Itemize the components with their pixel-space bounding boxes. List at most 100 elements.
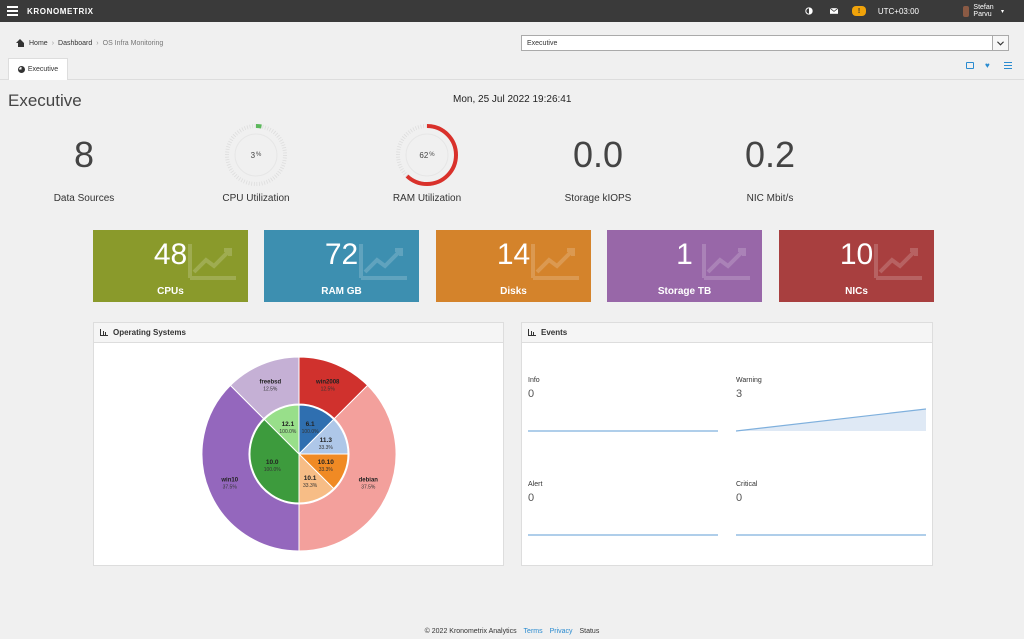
bar-chart-icon: [100, 329, 108, 336]
tile-cpus[interactable]: 48 CPUs: [93, 230, 248, 302]
inner-slice-label: 10.10: [318, 459, 335, 466]
tile-storage[interactable]: 1 Storage TB: [607, 230, 762, 302]
event-sparkline: [736, 408, 926, 432]
event-name: Info: [528, 377, 540, 384]
terms-link[interactable]: Terms: [523, 628, 543, 635]
tab-toolbar: ♥: [966, 61, 1012, 70]
trend-chart-icon: [874, 244, 922, 280]
kpi-label: NIC Mbit/s: [746, 193, 794, 204]
os-pie-chart[interactable]: win200812.5%debian37.5%win1037.5%freebsd…: [94, 343, 505, 565]
gauge-value: 62: [419, 150, 429, 160]
tile-value: 1: [676, 238, 693, 271]
inner-slice-label: 11.3: [320, 437, 333, 444]
home-icon[interactable]: [16, 39, 25, 47]
kpi-data-sources: 8 Data Sources: [19, 120, 149, 204]
dashboard-select[interactable]: Executive: [521, 35, 1009, 51]
breadcrumb-separator: ›: [96, 39, 99, 47]
outer-slice-label: win2008: [315, 380, 340, 386]
privacy-link[interactable]: Privacy: [549, 628, 573, 635]
outer-slice[interactable]: [298, 384, 397, 552]
timezone-label[interactable]: UTC+03:00: [877, 6, 919, 16]
menu-icon[interactable]: [7, 6, 18, 16]
event-sparkline: [528, 534, 718, 536]
tab-label: Executive: [27, 66, 59, 73]
trend-chart-icon: [702, 244, 750, 280]
event-alert[interactable]: Alert 0: [528, 481, 718, 541]
page-title: Executive: [8, 91, 82, 110]
warning-badge[interactable]: !: [852, 0, 866, 22]
mail-icon[interactable]: [830, 0, 838, 22]
top-navbar: KRONOMETRIX ! UTC+03:00 Stefan Parvu ▾: [0, 0, 1024, 22]
panel-title: Operating Systems: [113, 328, 186, 337]
user-menu[interactable]: Stefan Parvu ▾: [962, 0, 1004, 22]
inner-slice-label: 10.0: [266, 459, 279, 466]
status-link[interactable]: Status: [579, 628, 600, 635]
tile-value: 10: [839, 238, 874, 271]
breadcrumb: Home › Dashboard › OS Infra Monitoring: [16, 39, 163, 47]
trend-chart-icon: [359, 244, 407, 280]
pie-chart-icon: [17, 66, 25, 73]
event-value: 0: [528, 492, 535, 504]
tile-label: CPUs: [157, 286, 184, 297]
event-name: Alert: [528, 481, 543, 488]
brand-logo[interactable]: KRONOMETRIX: [27, 6, 94, 16]
copyright: © 2022 Kronometrix Analytics: [424, 628, 517, 635]
kpi-value: 0.0: [572, 134, 624, 175]
kpi-nic: 0.2 NIC Mbit/s: [705, 120, 835, 204]
event-sparkline: [528, 430, 718, 432]
panel-header: Operating Systems: [94, 323, 503, 343]
user-name: Stefan Parvu: [973, 4, 994, 18]
current-datetime: Mon, 25 Jul 2022 19:26:41: [453, 94, 572, 105]
inner-slice-percent: 100.0%: [264, 467, 282, 473]
footer: © 2022 Kronometrix Analytics Terms Priva…: [0, 628, 1024, 635]
gauge-value: 3: [250, 150, 256, 160]
outer-slice-percent: 12.5%: [263, 387, 278, 393]
kpi-label: RAM Utilization: [392, 193, 462, 204]
tile-value: 72: [324, 238, 359, 271]
breadcrumb-home[interactable]: Home: [29, 39, 48, 47]
tile-label: Disks: [500, 286, 527, 297]
outer-slice[interactable]: [201, 384, 300, 552]
inner-slice-percent: 33.3%: [303, 483, 318, 489]
tab-executive[interactable]: Executive: [8, 58, 68, 80]
bar-chart-icon: [528, 329, 536, 336]
chevron-down-icon[interactable]: [992, 36, 1008, 50]
heartbeat-icon[interactable]: ♥: [985, 61, 990, 70]
outer-slice-label: debian: [359, 478, 379, 484]
tile-ram[interactable]: 72 RAM GB: [264, 230, 419, 302]
inner-slice[interactable]: [249, 418, 300, 504]
kpi-storage: 0.0 Storage kIOPS: [533, 120, 663, 204]
breadcrumb-separator: ›: [51, 39, 55, 47]
breadcrumb-current: OS Infra Monitoring: [102, 39, 164, 47]
kpi-label: Storage kIOPS: [564, 193, 632, 204]
tile-label: Storage TB: [657, 286, 712, 297]
image-icon[interactable]: [966, 62, 974, 69]
trend-chart-icon: [531, 244, 579, 280]
event-name: Critical: [736, 481, 758, 488]
tile-nics[interactable]: 10 NICs: [779, 230, 934, 302]
kpi-value: 8: [73, 134, 95, 175]
outer-slice-percent: 12.5%: [321, 387, 336, 393]
ram-gauge-arc: [396, 124, 458, 186]
inner-slice-percent: 33.3%: [319, 445, 334, 451]
breadcrumb-dashboard[interactable]: Dashboard: [58, 39, 93, 47]
sliders-icon[interactable]: [1004, 62, 1012, 69]
kpi-value: 0.2: [744, 134, 796, 175]
events-panel: Events Info 0 Warning 3 Alert 0 Critical 0: [521, 322, 933, 566]
inner-slice[interactable]: [263, 404, 300, 456]
theme-toggle-icon[interactable]: [805, 0, 813, 22]
event-value: 0: [736, 492, 743, 504]
outer-slice[interactable]: [229, 356, 300, 420]
inner-slice-label: 10.1: [304, 475, 317, 482]
kpi-ram: 62% RAM Utilization: [362, 120, 492, 204]
tile-disks[interactable]: 14 Disks: [436, 230, 591, 302]
inner-slice-percent: 100.0%: [279, 429, 297, 435]
tile-value: 14: [496, 238, 531, 271]
event-critical[interactable]: Critical 0: [736, 481, 926, 541]
kpi-cpu: 3% CPU Utilization: [191, 120, 321, 204]
event-value: 0: [528, 388, 535, 400]
event-warning[interactable]: Warning 3: [736, 377, 926, 437]
event-info[interactable]: Info 0: [528, 377, 718, 437]
inner-slice-percent: 33.3%: [319, 467, 334, 473]
cpu-gauge-arc: [225, 124, 287, 186]
